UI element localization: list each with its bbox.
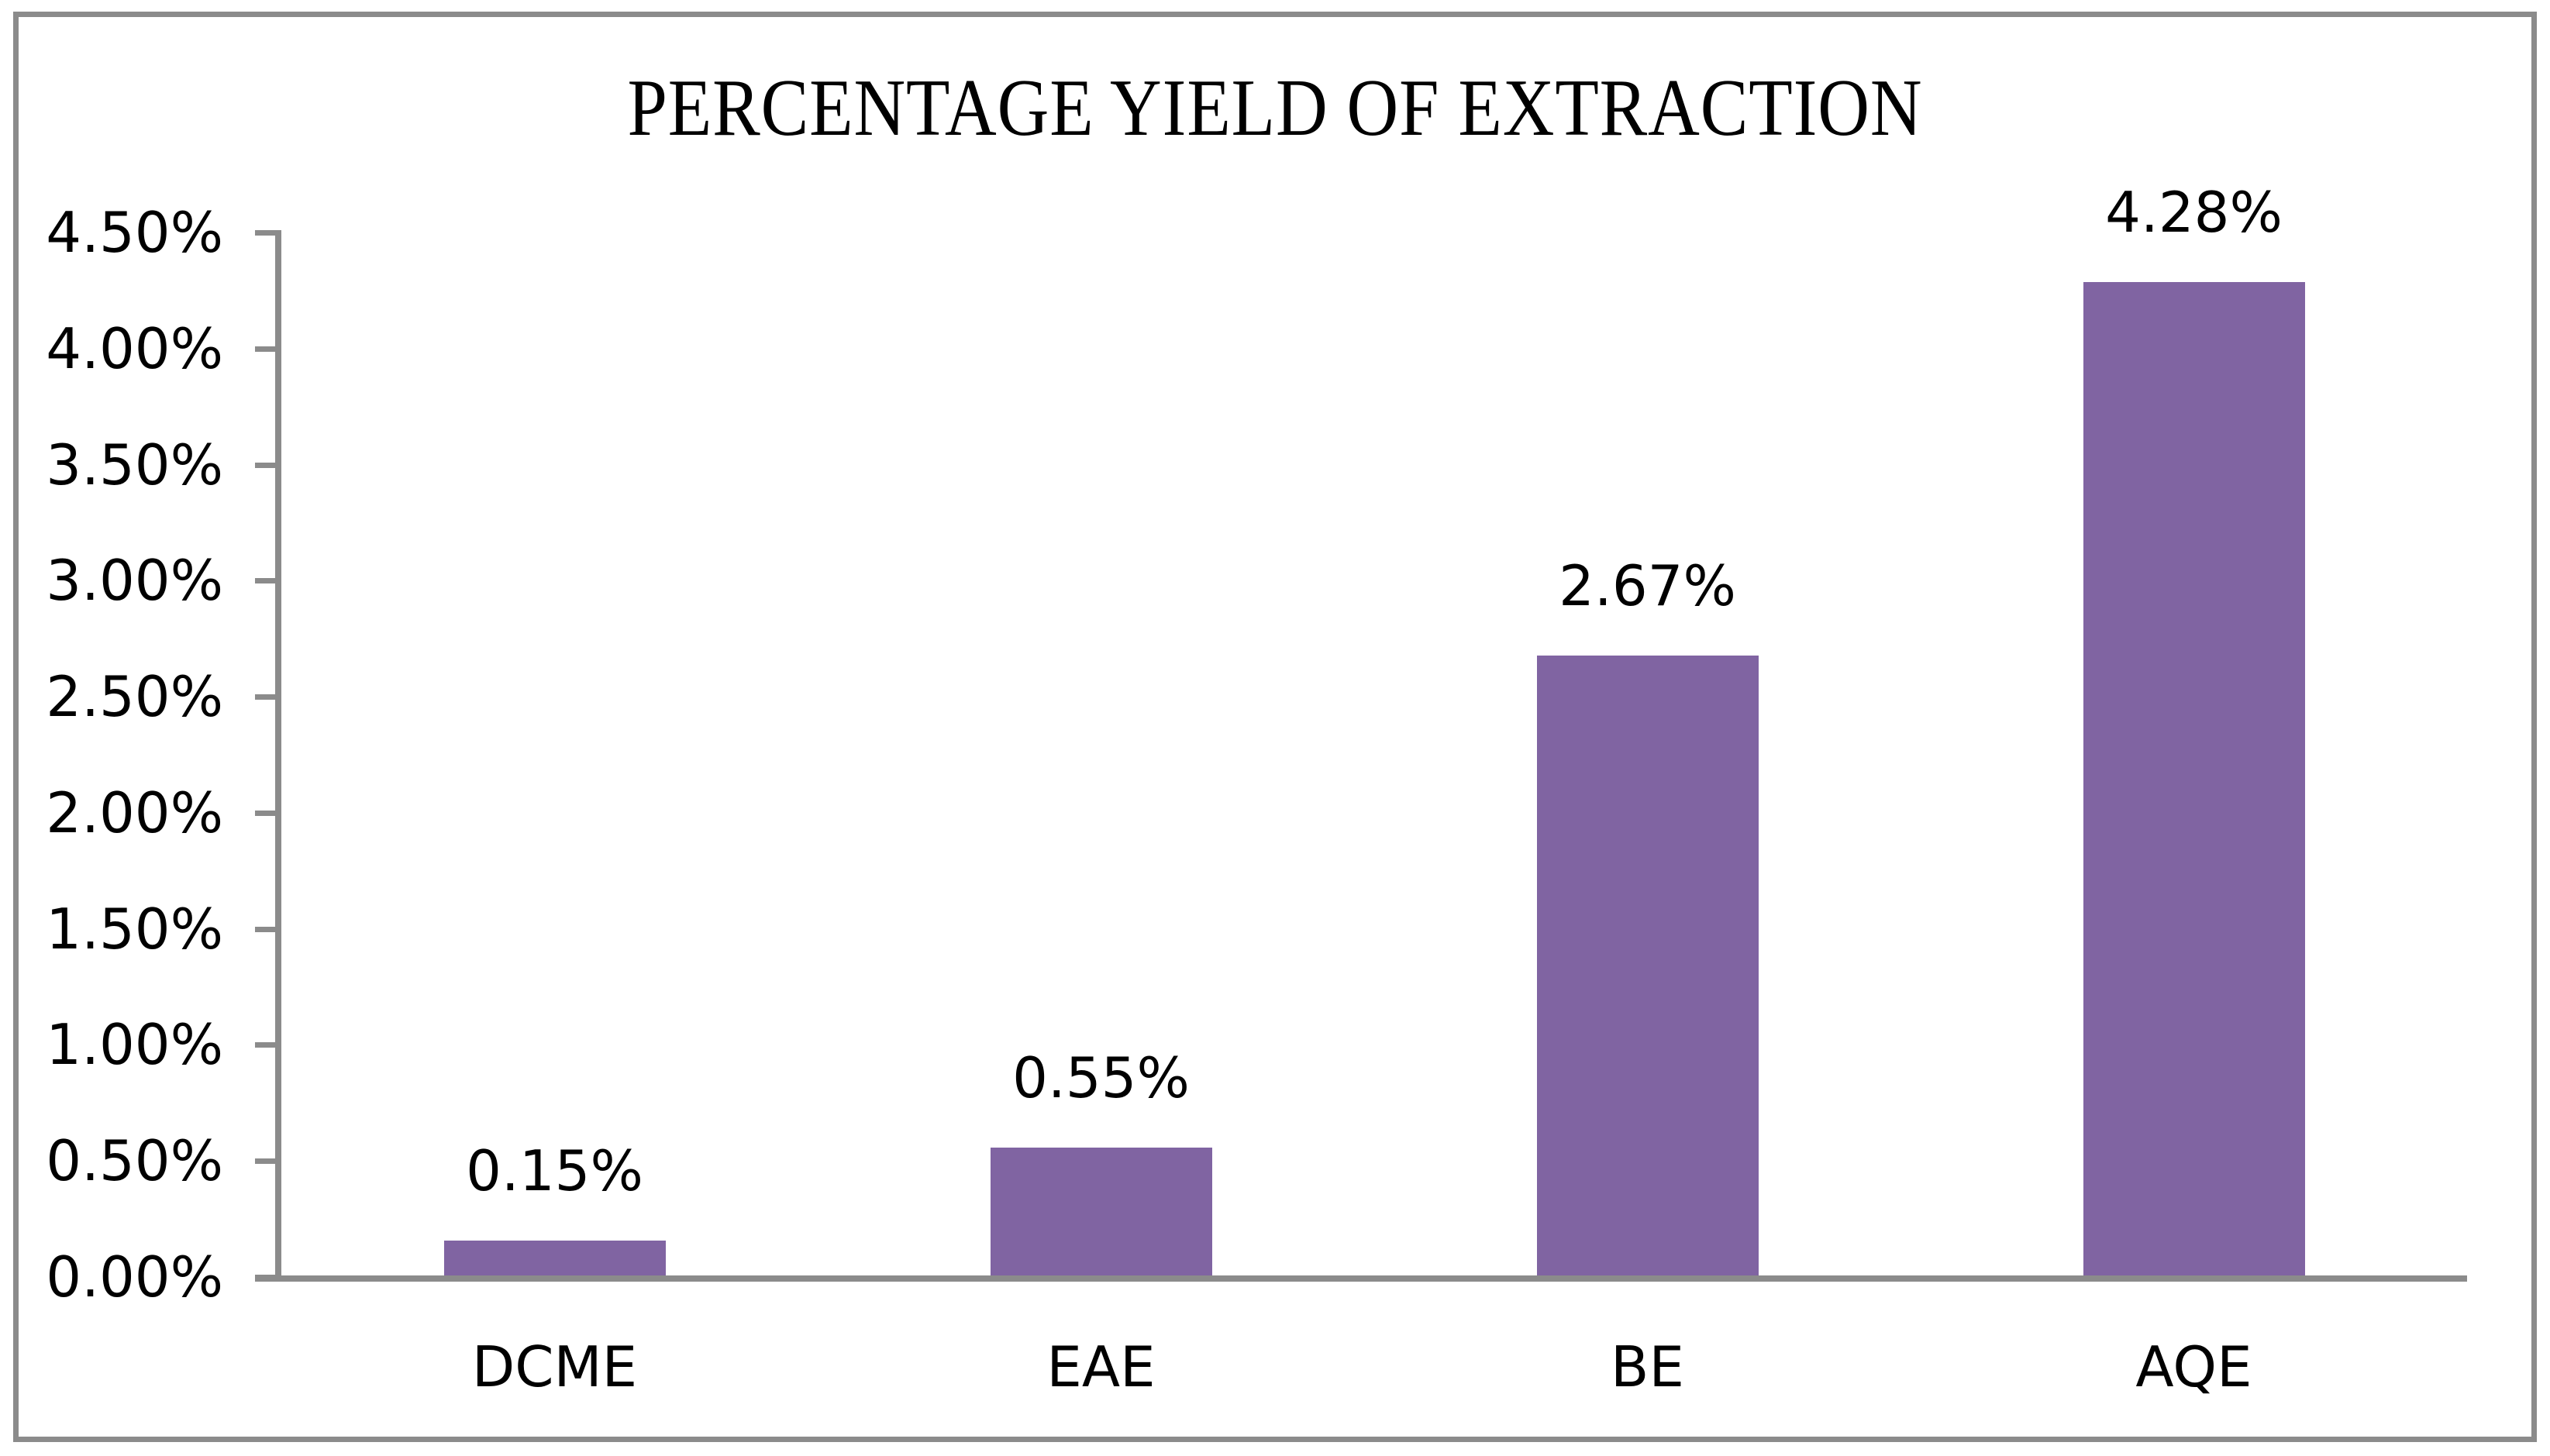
- chart-title: PERCENTAGE YIELD OF EXTRACTION: [627, 62, 1923, 153]
- data-label-AQE: 4.28%: [2105, 179, 2283, 245]
- x-axis-label-BE: BE: [1611, 1334, 1684, 1399]
- y-tick-label: 1.00%: [46, 1012, 223, 1078]
- y-tick-label: 2.00%: [46, 780, 223, 845]
- y-tick-label: 0.00%: [46, 1244, 223, 1310]
- chart-frame-border: [13, 12, 2537, 1442]
- y-tick-mark: [255, 810, 281, 816]
- bar-BE: [1536, 656, 1759, 1275]
- x-axis-label-DCME: DCME: [471, 1334, 638, 1399]
- bar-AQE: [2083, 281, 2305, 1275]
- y-tick-mark: [255, 230, 281, 236]
- y-tick-mark: [255, 926, 281, 932]
- y-tick-label: 3.50%: [46, 432, 223, 497]
- y-tick-mark: [255, 1042, 281, 1048]
- y-tick-label: 3.00%: [46, 548, 223, 614]
- x-axis-label-EAE: EAE: [1046, 1334, 1156, 1399]
- y-tick-label: 4.00%: [46, 315, 223, 381]
- y-tick-mark: [255, 1158, 281, 1165]
- y-axis-line: [275, 232, 281, 1282]
- y-tick-mark: [255, 578, 281, 584]
- x-axis-label-AQE: AQE: [2135, 1334, 2252, 1399]
- bar-DCME: [443, 1241, 666, 1275]
- y-tick-label: 4.50%: [46, 200, 223, 265]
- bar-EAE: [990, 1148, 1212, 1275]
- y-tick-mark: [255, 462, 281, 468]
- y-tick-mark: [255, 346, 281, 352]
- y-tick-label: 0.50%: [46, 1128, 223, 1194]
- data-label-EAE: 0.55%: [1012, 1045, 1190, 1111]
- y-tick-label: 2.50%: [46, 664, 223, 730]
- y-tick-mark: [255, 694, 281, 700]
- x-axis-line: [255, 1275, 2467, 1282]
- y-tick-label: 1.50%: [46, 896, 223, 962]
- data-label-DCME: 0.15%: [466, 1138, 643, 1204]
- data-label-BE: 2.67%: [1559, 553, 1736, 619]
